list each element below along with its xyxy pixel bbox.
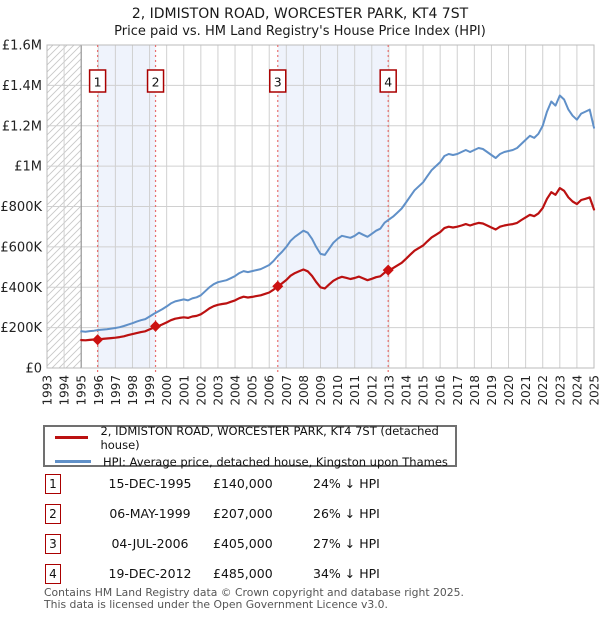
svg-text:1999: 1999 [143, 375, 157, 406]
property-line-swatch [55, 436, 89, 439]
svg-text:2002: 2002 [194, 375, 208, 406]
sale-date: 15-DEC-1995 [108, 476, 192, 491]
sale-date: 06-MAY-1999 [109, 506, 191, 521]
svg-text:2021: 2021 [519, 375, 533, 406]
svg-text:2018: 2018 [468, 375, 482, 406]
legend: 2, IDMISTON ROAD, WORCESTER PARK, KT4 7S… [43, 424, 457, 469]
sale-number-badge: 3 [45, 534, 61, 554]
license-footer: Contains HM Land Registry data © Crown c… [44, 587, 464, 611]
svg-text:3: 3 [274, 75, 282, 90]
svg-text:£1.4M: £1.4M [2, 79, 42, 94]
sale-date: 04-JUL-2006 [111, 536, 189, 551]
svg-text:2005: 2005 [246, 375, 260, 406]
sale-vs-hpi: 27% ↓ HPI [313, 536, 380, 551]
svg-text:2003: 2003 [211, 375, 225, 406]
svg-text:2009: 2009 [314, 375, 328, 406]
svg-text:2020: 2020 [502, 375, 516, 406]
svg-text:2011: 2011 [348, 375, 362, 406]
chart-title: 2, IDMISTON ROAD, WORCESTER PARK, KT4 7S… [131, 6, 469, 22]
svg-text:2012: 2012 [365, 375, 379, 406]
sale-price: £405,000 [213, 536, 273, 551]
svg-text:2014: 2014 [399, 375, 413, 406]
price-history-chart: 1 2 3 4 £0 £200K £400K £600K £800K £1M £1.2M £1.4M £… [0, 39, 600, 406]
legend-label: 2, IDMISTON ROAD, WORCESTER PARK, KT4 7S… [100, 423, 439, 452]
svg-text:£800K: £800K [0, 200, 42, 215]
svg-text:2016: 2016 [434, 375, 448, 406]
svg-text:1995: 1995 [75, 375, 89, 406]
svg-text:£200K: £200K [0, 321, 42, 336]
svg-text:2023: 2023 [553, 375, 567, 406]
svg-text:2017: 2017 [451, 375, 465, 406]
sale-vs-hpi: 26% ↓ HPI [313, 506, 380, 521]
sale-number-badge: 1 [45, 474, 61, 494]
svg-text:2004: 2004 [229, 375, 243, 406]
legend-label: HPI: Average price, detached house, King… [103, 454, 448, 469]
svg-text:2022: 2022 [536, 375, 550, 406]
svg-text:2010: 2010 [331, 375, 345, 406]
svg-text:2008: 2008 [297, 375, 311, 406]
sale-price: £485,000 [213, 566, 273, 581]
sales-table: 1 15-DEC-1995 £140,000 24% ↓ HPI 2 06-MA… [45, 472, 565, 592]
sale-vs-hpi: 24% ↓ HPI [313, 476, 380, 491]
table-row: 2 06-MAY-1999 £207,000 26% ↓ HPI [45, 502, 565, 532]
table-row: 1 15-DEC-1995 £140,000 24% ↓ HPI [45, 472, 565, 502]
svg-text:2006: 2006 [263, 375, 277, 406]
svg-text:1: 1 [94, 75, 102, 90]
svg-text:2015: 2015 [417, 375, 431, 406]
svg-text:£1.6M: £1.6M [2, 39, 42, 54]
footer-line1: Contains HM Land Registry data © Crown c… [44, 586, 464, 599]
svg-text:2019: 2019 [485, 375, 499, 406]
svg-text:1994: 1994 [58, 375, 72, 406]
svg-text:2007: 2007 [280, 375, 294, 406]
table-row: 4 19-DEC-2012 £485,000 34% ↓ HPI [45, 562, 565, 592]
svg-text:2: 2 [152, 75, 160, 90]
hpi-line-swatch [55, 460, 91, 463]
footer-line2: This data is licensed under the Open Gov… [44, 598, 388, 611]
svg-text:2013: 2013 [382, 375, 396, 406]
svg-text:2001: 2001 [177, 375, 191, 406]
sale-price: £140,000 [213, 476, 273, 491]
sale-number-badge: 2 [45, 504, 61, 524]
legend-item-hpi: HPI: Average price, detached house, King… [45, 455, 455, 469]
svg-text:2000: 2000 [160, 375, 174, 406]
legend-item-property: 2, IDMISTON ROAD, WORCESTER PARK, KT4 7S… [45, 424, 455, 452]
sale-price: £207,000 [213, 506, 273, 521]
svg-text:£1.2M: £1.2M [2, 119, 42, 134]
svg-text:£600K: £600K [0, 240, 42, 255]
svg-text:1998: 1998 [126, 375, 140, 406]
svg-text:1996: 1996 [92, 375, 106, 406]
table-row: 3 04-JUL-2006 £405,000 27% ↓ HPI [45, 532, 565, 562]
svg-text:£1M: £1M [14, 160, 42, 175]
svg-text:2024: 2024 [570, 375, 584, 406]
chart-subtitle: Price paid vs. HM Land Registry's House … [114, 24, 486, 39]
sale-date: 19-DEC-2012 [108, 566, 192, 581]
sale-vs-hpi: 34% ↓ HPI [313, 566, 380, 581]
svg-text:2025: 2025 [588, 375, 600, 406]
svg-text:1993: 1993 [41, 375, 55, 406]
svg-text:£400K: £400K [0, 281, 42, 296]
svg-text:4: 4 [384, 75, 392, 90]
svg-text:£0: £0 [25, 362, 42, 377]
sale-number-badge: 4 [45, 564, 61, 584]
svg-text:1997: 1997 [109, 375, 123, 406]
